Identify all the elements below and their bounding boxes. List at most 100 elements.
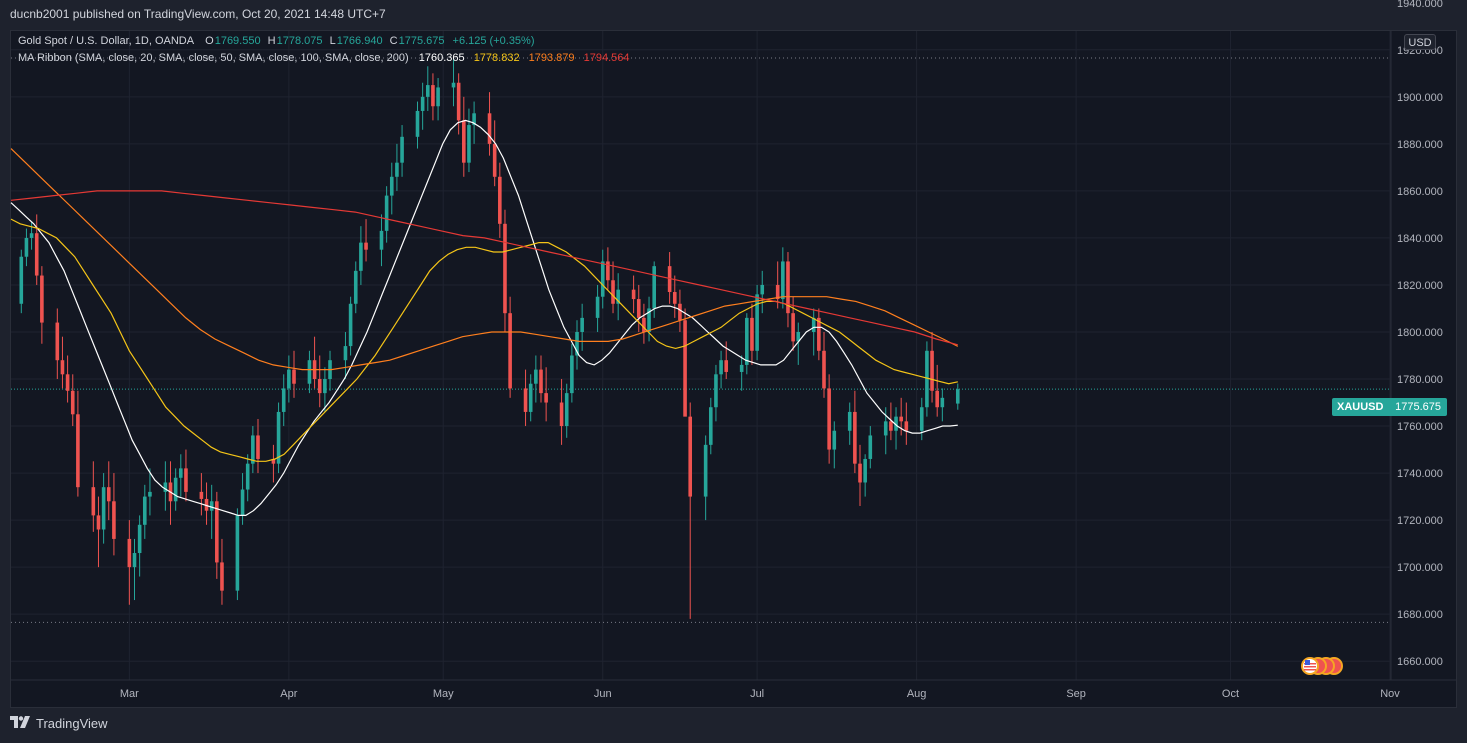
candle-body — [570, 355, 574, 394]
candle-body — [688, 416, 693, 497]
candle-body — [163, 482, 168, 492]
candle-body — [575, 331, 579, 356]
y-tick-label: 1880.000 — [1397, 139, 1443, 151]
candle-body — [652, 266, 656, 309]
candle-body — [199, 491, 204, 499]
candle-body — [467, 125, 471, 163]
candle-body — [925, 350, 929, 408]
candle-body — [456, 82, 461, 121]
candle-body — [817, 317, 821, 351]
candle-body — [559, 402, 564, 427]
candle-body — [472, 113, 476, 126]
low-value: 1766.940 — [336, 35, 383, 47]
candle-body — [487, 113, 492, 144]
candle-body — [853, 411, 857, 464]
candle-body — [611, 280, 615, 304]
candle-body — [34, 233, 39, 276]
candle-body — [508, 313, 512, 389]
candle-body — [940, 397, 945, 408]
candle-body — [811, 317, 816, 332]
candle-body — [209, 501, 214, 511]
candle-body — [112, 501, 116, 539]
footer: TradingView — [10, 716, 108, 731]
ma-ribbon-label[interactable]: MA Ribbon (SMA, close, 20, SMA, close, 5… — [18, 52, 409, 64]
candle-body — [858, 463, 862, 483]
candle-body — [631, 289, 636, 300]
x-tick-label: Sep — [1066, 688, 1086, 700]
candle-body — [832, 430, 837, 450]
symbol-legend[interactable]: Gold Spot / U.S. Dollar, 1D, OANDA O1769… — [18, 35, 535, 47]
candle-body — [827, 388, 831, 450]
candle-body — [750, 317, 754, 351]
candle-body — [822, 350, 826, 389]
candle-body — [544, 393, 548, 403]
candle-body — [451, 82, 456, 88]
candle-body — [904, 421, 909, 431]
candle-body — [127, 538, 132, 568]
candle-body — [564, 393, 569, 427]
symbol-name[interactable]: Gold Spot / U.S. Dollar, 1D, OANDA — [18, 35, 195, 47]
candle-body — [240, 489, 245, 516]
candle-body — [935, 390, 939, 408]
candle-body — [55, 322, 60, 361]
candle-body — [683, 320, 687, 417]
price-axis[interactable]: 1660.000 1680.000 1700.000 1720.000 1740.000… — [1390, 0, 1443, 680]
y-tick-label: 1660.000 — [1397, 656, 1443, 668]
candle-body — [70, 390, 75, 415]
tradingview-logo-icon[interactable] — [10, 716, 30, 731]
candle-body — [431, 85, 435, 107]
tradingview-brand[interactable]: TradingView — [36, 716, 108, 731]
candle-body — [883, 421, 888, 436]
candle-body — [276, 411, 281, 464]
candle-body — [323, 379, 327, 394]
candle-body — [708, 407, 713, 445]
x-tick-label: Nov — [1380, 688, 1400, 700]
x-tick-label: Aug — [907, 688, 927, 700]
candle-body — [389, 176, 394, 196]
candle-body — [436, 87, 440, 107]
candle-body — [60, 360, 65, 375]
candle-body — [215, 501, 219, 563]
candle-body — [364, 242, 368, 250]
candle-body — [714, 374, 718, 408]
candle-body — [863, 458, 867, 483]
candle-body — [642, 317, 646, 332]
candle-body — [353, 270, 358, 304]
candle-body — [528, 383, 533, 412]
candle-body — [400, 136, 404, 163]
candle-body — [703, 444, 708, 497]
candle-body — [251, 435, 255, 464]
x-tick-label: Apr — [280, 688, 297, 700]
x-tick-label: Mar — [120, 688, 139, 700]
y-tick-label: 1780.000 — [1397, 374, 1443, 386]
candle-body — [724, 360, 729, 372]
ma200-value: 1794.564 — [583, 52, 630, 64]
y-tick-label: 1760.000 — [1397, 421, 1443, 433]
candle-body — [106, 487, 111, 502]
chart-pane[interactable] — [10, 30, 1457, 708]
y-tick-label: 1800.000 — [1397, 327, 1443, 339]
candle-body — [96, 515, 101, 530]
candle-body — [287, 369, 291, 389]
currency-badge[interactable]: USD — [1404, 34, 1436, 50]
change-value: +6.125 (+0.35%) — [452, 35, 535, 47]
candle-body — [142, 496, 147, 525]
candle-body — [462, 120, 466, 163]
candle-body — [425, 85, 430, 97]
candle-body — [179, 468, 183, 478]
candle-body — [791, 313, 795, 342]
ma-line-sma-50 — [10, 218, 958, 462]
candle-body — [235, 515, 240, 591]
candle-body — [672, 292, 677, 304]
time-axis[interactable]: Mar Apr May Jun Jul Aug Sep Oct Nov — [11, 679, 1456, 700]
candle-body — [739, 364, 744, 372]
x-tick-label: Jul — [750, 688, 764, 700]
candle-body — [745, 317, 749, 365]
candle-body — [930, 350, 934, 391]
ma100-value: 1793.879 — [528, 52, 575, 64]
candle-body — [317, 379, 322, 394]
events-flag-icon[interactable] — [1300, 656, 1344, 676]
ma-ribbon-legend[interactable]: MA Ribbon (SMA, close, 20, SMA, close, 5… — [18, 52, 629, 64]
ma-line-sma-200 — [10, 190, 958, 346]
